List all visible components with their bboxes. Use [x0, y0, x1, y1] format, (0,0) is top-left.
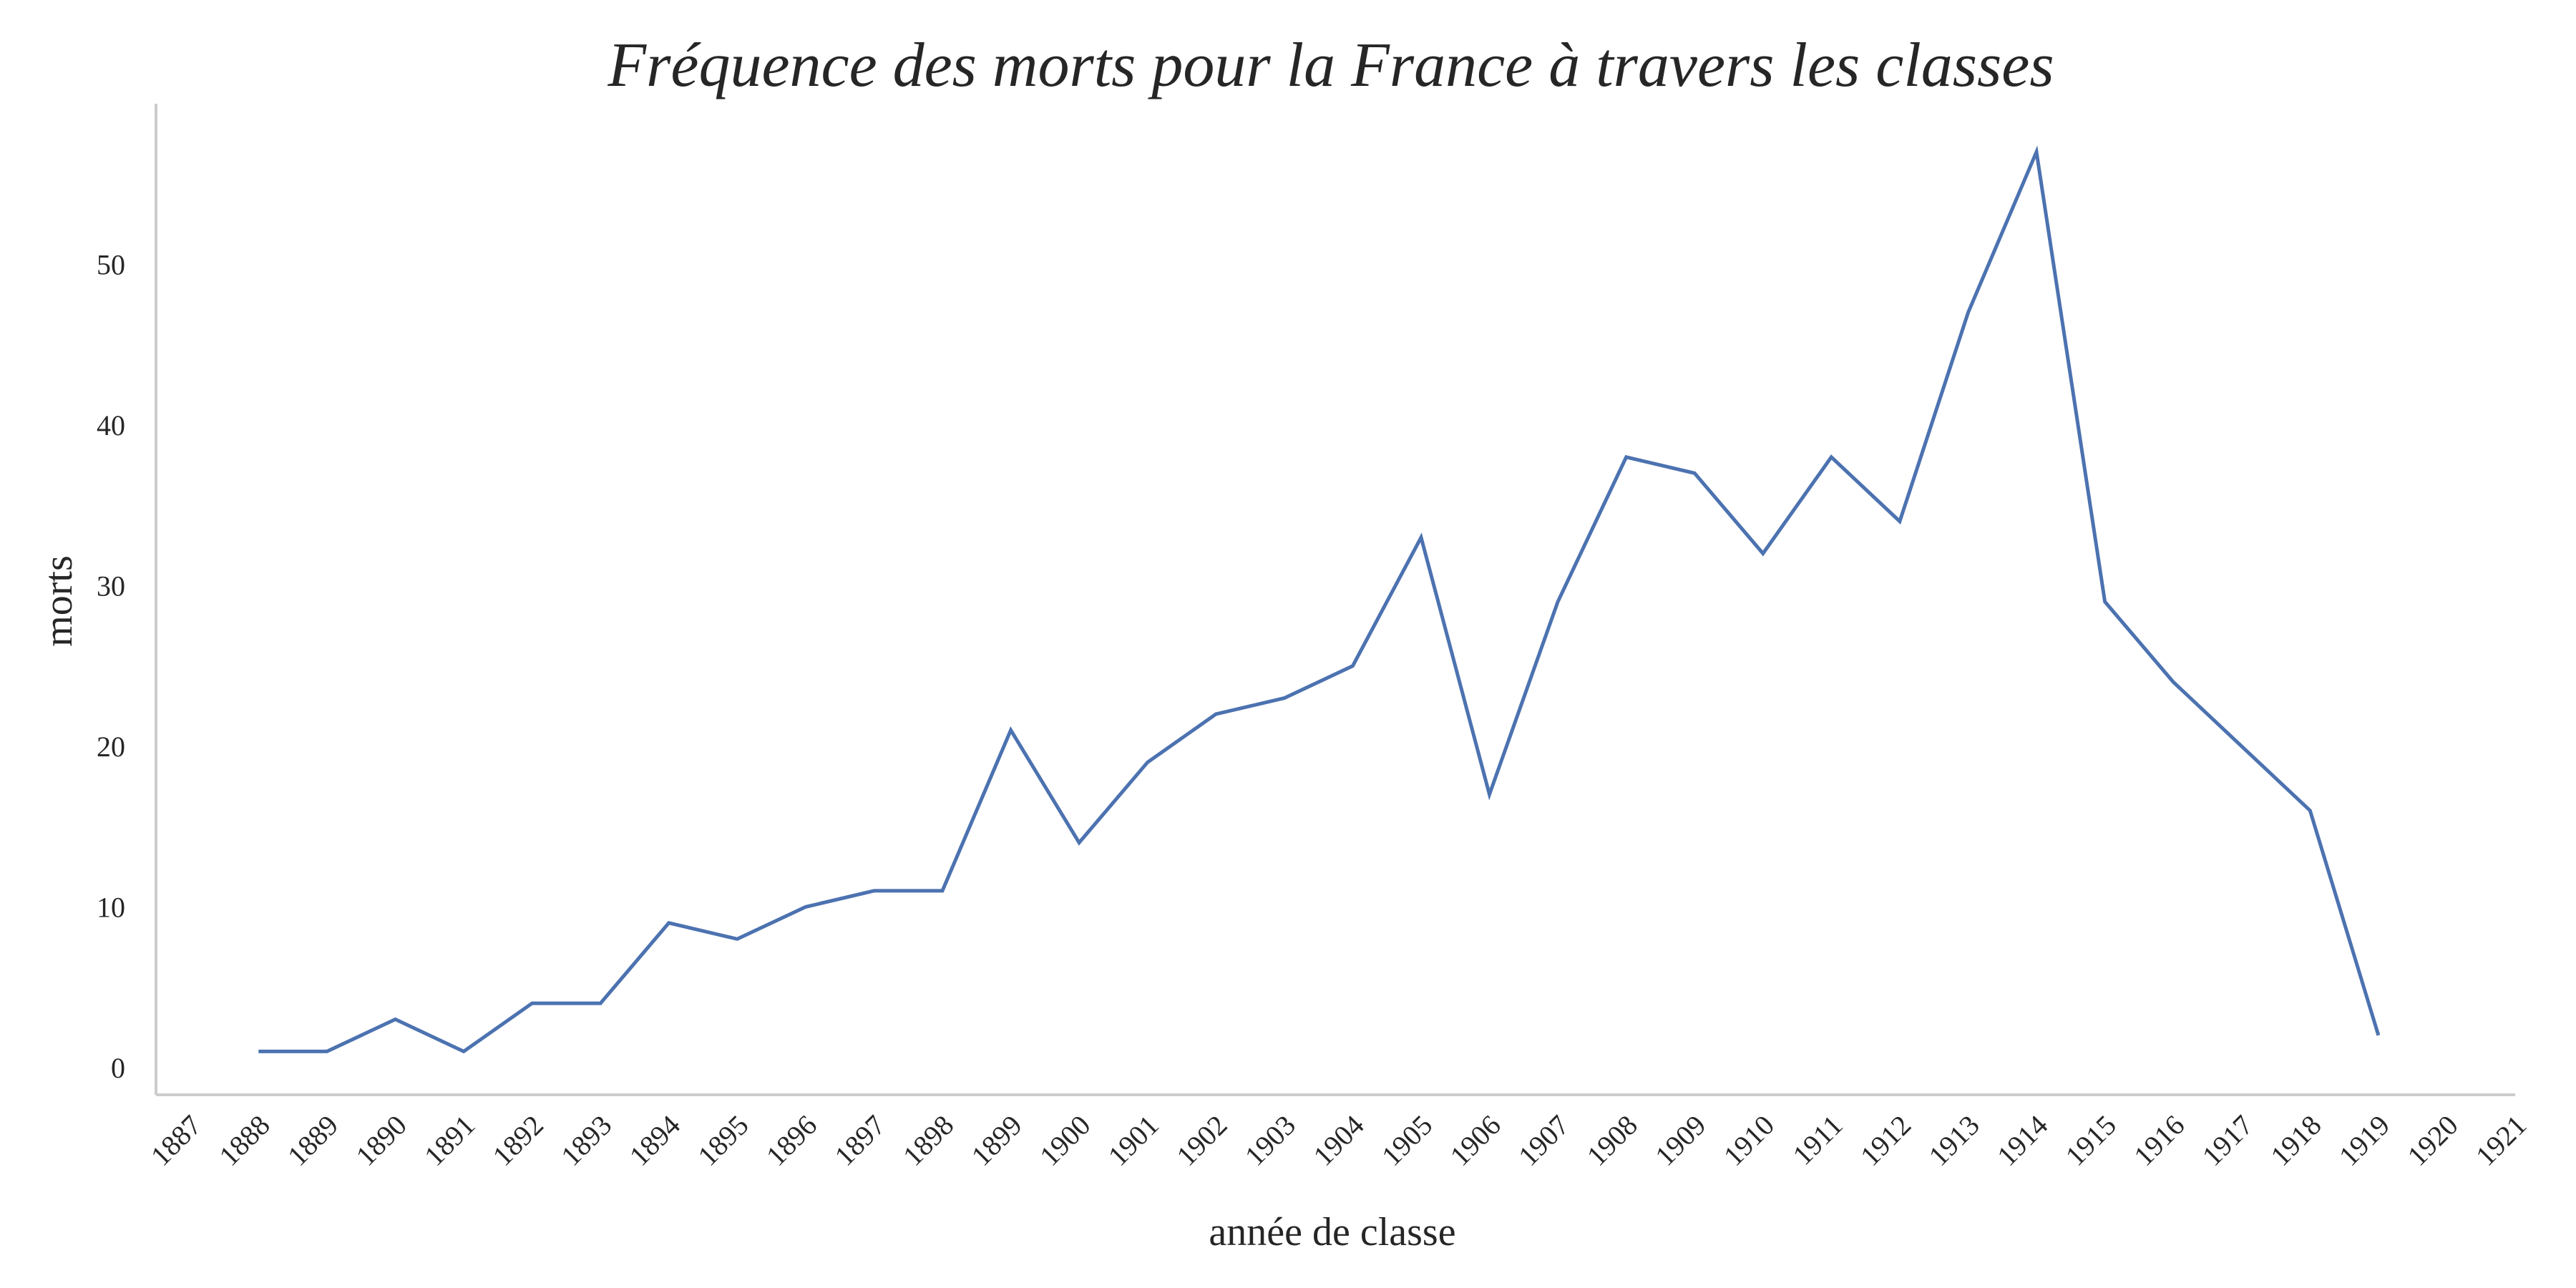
- series-line: [258, 145, 2381, 1054]
- x-tick-label: 1900: [1033, 1109, 1096, 1172]
- y-axis-ticks: 0 10 20 30 40 50: [97, 248, 125, 1083]
- x-axis-ticks: 1887 1888 1889 1890 1891 1892 1893 1894 1895 1896…: [145, 1109, 2533, 1172]
- x-tick-label: 1917: [2196, 1109, 2259, 1172]
- x-tick-label: 1913: [1922, 1109, 1985, 1172]
- x-tick-label: 1920: [2401, 1109, 2464, 1172]
- y-tick-label: 20: [97, 731, 125, 763]
- x-tick-label: 1896: [760, 1109, 823, 1172]
- x-tick-label: 1901: [1102, 1109, 1165, 1172]
- x-tick-label: 1889: [281, 1109, 344, 1172]
- x-tick-label: 1902: [1170, 1109, 1233, 1172]
- x-tick-label: 1918: [2264, 1109, 2327, 1172]
- x-tick-label: 1919: [2333, 1109, 2396, 1172]
- x-tick-label: 1907: [1512, 1109, 1575, 1172]
- y-axis-label: morts: [36, 555, 81, 647]
- y-tick-label: 10: [97, 891, 125, 923]
- y-tick-label: 50: [97, 248, 125, 280]
- x-tick-label: 1891: [418, 1109, 481, 1172]
- x-tick-label: 1898: [897, 1109, 960, 1172]
- x-tick-label: 1890: [349, 1109, 412, 1172]
- x-tick-label: 1916: [2127, 1109, 2190, 1172]
- x-tick-label: 1905: [1375, 1109, 1438, 1172]
- x-tick-label: 1914: [1991, 1109, 2054, 1172]
- x-tick-label: 1906: [1443, 1109, 1506, 1172]
- x-axis-label: année de classe: [1209, 1210, 1455, 1254]
- x-tick-label: 1892: [487, 1109, 550, 1172]
- x-tick-label: 1910: [1717, 1109, 1780, 1172]
- x-tick-label: 1904: [1307, 1109, 1370, 1172]
- x-tick-label: 1921: [2469, 1109, 2532, 1172]
- x-tick-label: 1897: [828, 1109, 891, 1172]
- chart-title: Fréquence des morts pour la France à tra…: [607, 31, 2054, 100]
- x-tick-label: 1903: [1239, 1109, 1302, 1172]
- x-tick-label: 1909: [1649, 1109, 1712, 1172]
- y-tick-label: 40: [97, 409, 125, 441]
- x-tick-label: 1887: [145, 1109, 208, 1172]
- y-tick-label: 30: [97, 570, 125, 602]
- x-tick-label: 1894: [623, 1109, 686, 1172]
- y-tick-label: 0: [111, 1052, 125, 1084]
- x-tick-label: 1893: [555, 1109, 618, 1172]
- x-tick-label: 1888: [213, 1109, 275, 1172]
- series-group: [258, 145, 2381, 1054]
- x-tick-label: 1895: [691, 1109, 754, 1172]
- x-tick-label: 1899: [965, 1109, 1028, 1172]
- x-tick-label: 1908: [1581, 1109, 1644, 1172]
- x-tick-label: 1911: [1786, 1109, 1848, 1171]
- x-tick-label: 1915: [2059, 1109, 2122, 1172]
- x-tick-label: 1912: [1854, 1109, 1917, 1172]
